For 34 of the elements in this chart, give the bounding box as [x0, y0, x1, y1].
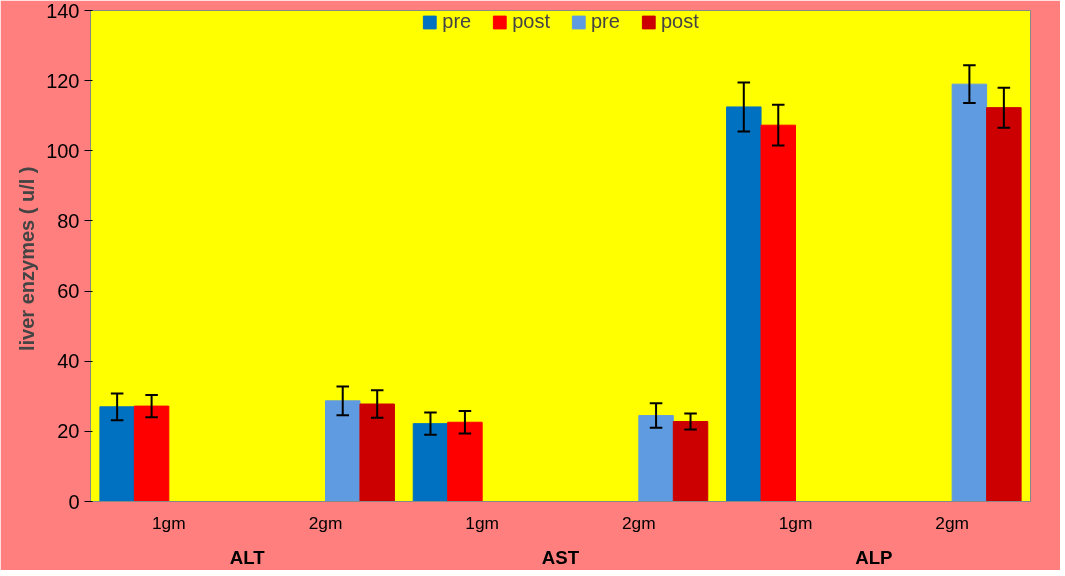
y-tick-label: 40 — [57, 350, 80, 373]
x-tick-label: 2gm — [621, 512, 656, 533]
bar — [133, 405, 170, 502]
y-tick-label: 140 — [46, 0, 80, 22]
y-axis-title: liver enzymes ( u/l ) — [16, 166, 39, 352]
x-tick-label: 2gm — [308, 512, 343, 533]
bar — [760, 124, 796, 502]
text: ALT — [229, 546, 266, 568]
y-tick-label: 100 — [46, 139, 80, 162]
bar — [325, 400, 361, 502]
x-tick-label: 2gm — [935, 512, 970, 533]
bar — [672, 421, 709, 502]
bar — [99, 406, 135, 502]
y-tick-label: 120 — [46, 69, 80, 92]
bar — [359, 403, 395, 502]
legend-label: post — [512, 10, 550, 33]
bar — [447, 421, 483, 502]
bar — [638, 415, 674, 502]
x-tick-label: 1gm — [151, 512, 186, 533]
x-tick-label: 1gm — [778, 512, 813, 533]
legend-label: pre — [442, 10, 472, 33]
y-tick-label: 80 — [57, 209, 80, 232]
y-tick-label: 20 — [57, 420, 80, 443]
bar — [726, 106, 762, 502]
text: AST — [541, 546, 580, 568]
y-tick-label: 60 — [57, 280, 80, 303]
legend-label: pre — [591, 10, 620, 33]
x-tick-label: 1gm — [465, 512, 500, 533]
legend-label: post — [660, 10, 699, 33]
bar — [951, 83, 988, 502]
bar — [412, 423, 449, 502]
y-tick-label: 0 — [68, 490, 80, 513]
text: ALP — [855, 546, 893, 568]
bar — [986, 107, 1022, 502]
